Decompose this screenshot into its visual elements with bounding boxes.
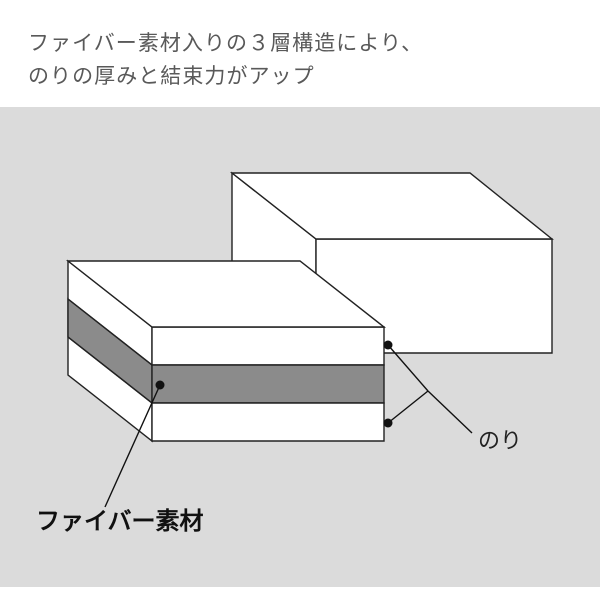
caption-line-2: のりの厚みと結束力がアップ [28,65,315,88]
front-block-layer-bottom [152,403,384,441]
nori-lead-2 [388,391,428,423]
label-fiber: ファイバー素材 [36,501,204,536]
front-block-layer-mid [152,365,384,403]
front-block-layer-top [152,327,384,365]
diagram-canvas: のり ファイバー素材 [0,107,600,607]
label-nori: のり [478,423,522,455]
caption: ファイバー素材入りの３層構造により、 のりの厚みと結束力がアップ [0,0,600,107]
nori-lead-3 [428,391,472,433]
caption-line-1: ファイバー素材入りの３層構造により、 [28,32,423,55]
